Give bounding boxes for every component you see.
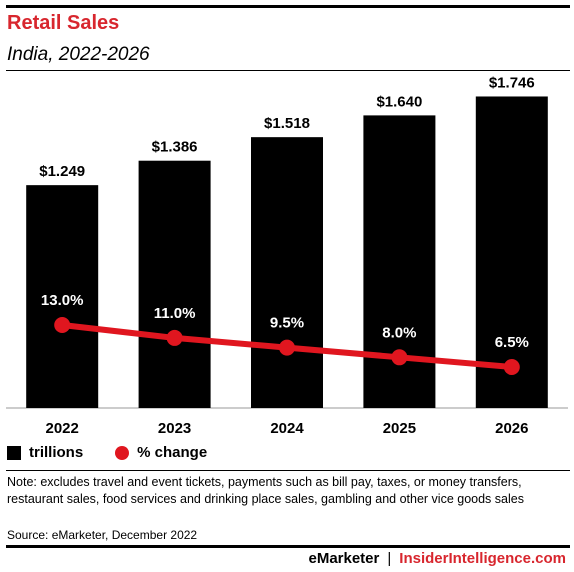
bar-2023 xyxy=(138,160,211,408)
line-value-label-2023: 11.0% xyxy=(154,305,196,322)
footer-separator: | xyxy=(387,550,392,567)
legend-line-swatch xyxy=(115,445,130,460)
bottom-rule xyxy=(6,545,570,548)
legend-bar-swatch xyxy=(7,445,21,460)
line-point-2026 xyxy=(503,359,520,375)
bar-value-label-2022: $1.249 xyxy=(39,163,85,180)
bar-2026 xyxy=(475,96,548,409)
bar-value-label-2024: $1.518 xyxy=(264,115,310,132)
line-value-label-2026: 6.5% xyxy=(495,334,529,351)
labels-layer: $1.249 2022 $1.386 2023 $1.518 2024 $1.640 2025… xyxy=(39,74,534,437)
line-point-2022 xyxy=(54,317,71,333)
chart-title: Retail Sales xyxy=(7,12,120,34)
line-value-label-2024: 9.5% xyxy=(270,315,304,332)
x-tick-label-2026: 2026 xyxy=(495,420,528,437)
legend: trillions % change xyxy=(7,444,207,461)
legend-rule xyxy=(6,470,570,471)
chart-subtitle: India, 2022-2026 xyxy=(7,44,150,65)
legend-line-label: % change xyxy=(137,444,208,461)
footer-brand: eMarketer xyxy=(308,550,380,567)
bars-layer xyxy=(6,96,568,409)
line-layer xyxy=(54,317,520,375)
x-tick-label-2025: 2025 xyxy=(383,420,416,437)
bar-2024 xyxy=(251,137,323,408)
bar-2022 xyxy=(26,185,99,408)
line-value-label-2022: 13.0% xyxy=(41,292,84,309)
legend-bar-label: trillions xyxy=(29,444,84,461)
bar-value-label-2023: $1.386 xyxy=(152,139,198,156)
bar-value-label-2025: $1.640 xyxy=(376,93,422,110)
line-point-2025 xyxy=(391,349,408,366)
x-tick-label-2023: 2023 xyxy=(158,420,191,437)
line-point-2024 xyxy=(279,339,295,356)
footer-brand-2: InsiderIntelligence.com xyxy=(399,550,566,567)
subtitle-rule xyxy=(6,70,570,71)
line-value-label-2025: 8.0% xyxy=(382,324,416,341)
x-tick-label-2024: 2024 xyxy=(270,420,304,437)
footer: eMarketer | InsiderIntelligence.com xyxy=(308,550,566,567)
bar-value-label-2026: $1.746 xyxy=(489,74,535,91)
retail-sales-chart: $1.249 2022 $1.386 2023 $1.518 2024 $1.640 2025… xyxy=(6,74,568,437)
x-tick-label-2022: 2022 xyxy=(46,420,79,437)
footnote-source: Source: eMarketer, December 2022 xyxy=(7,528,198,542)
footnote-note: Note: excludes travel and event tickets,… xyxy=(7,475,524,506)
line-point-2023 xyxy=(166,329,183,346)
top-rule xyxy=(6,5,570,8)
